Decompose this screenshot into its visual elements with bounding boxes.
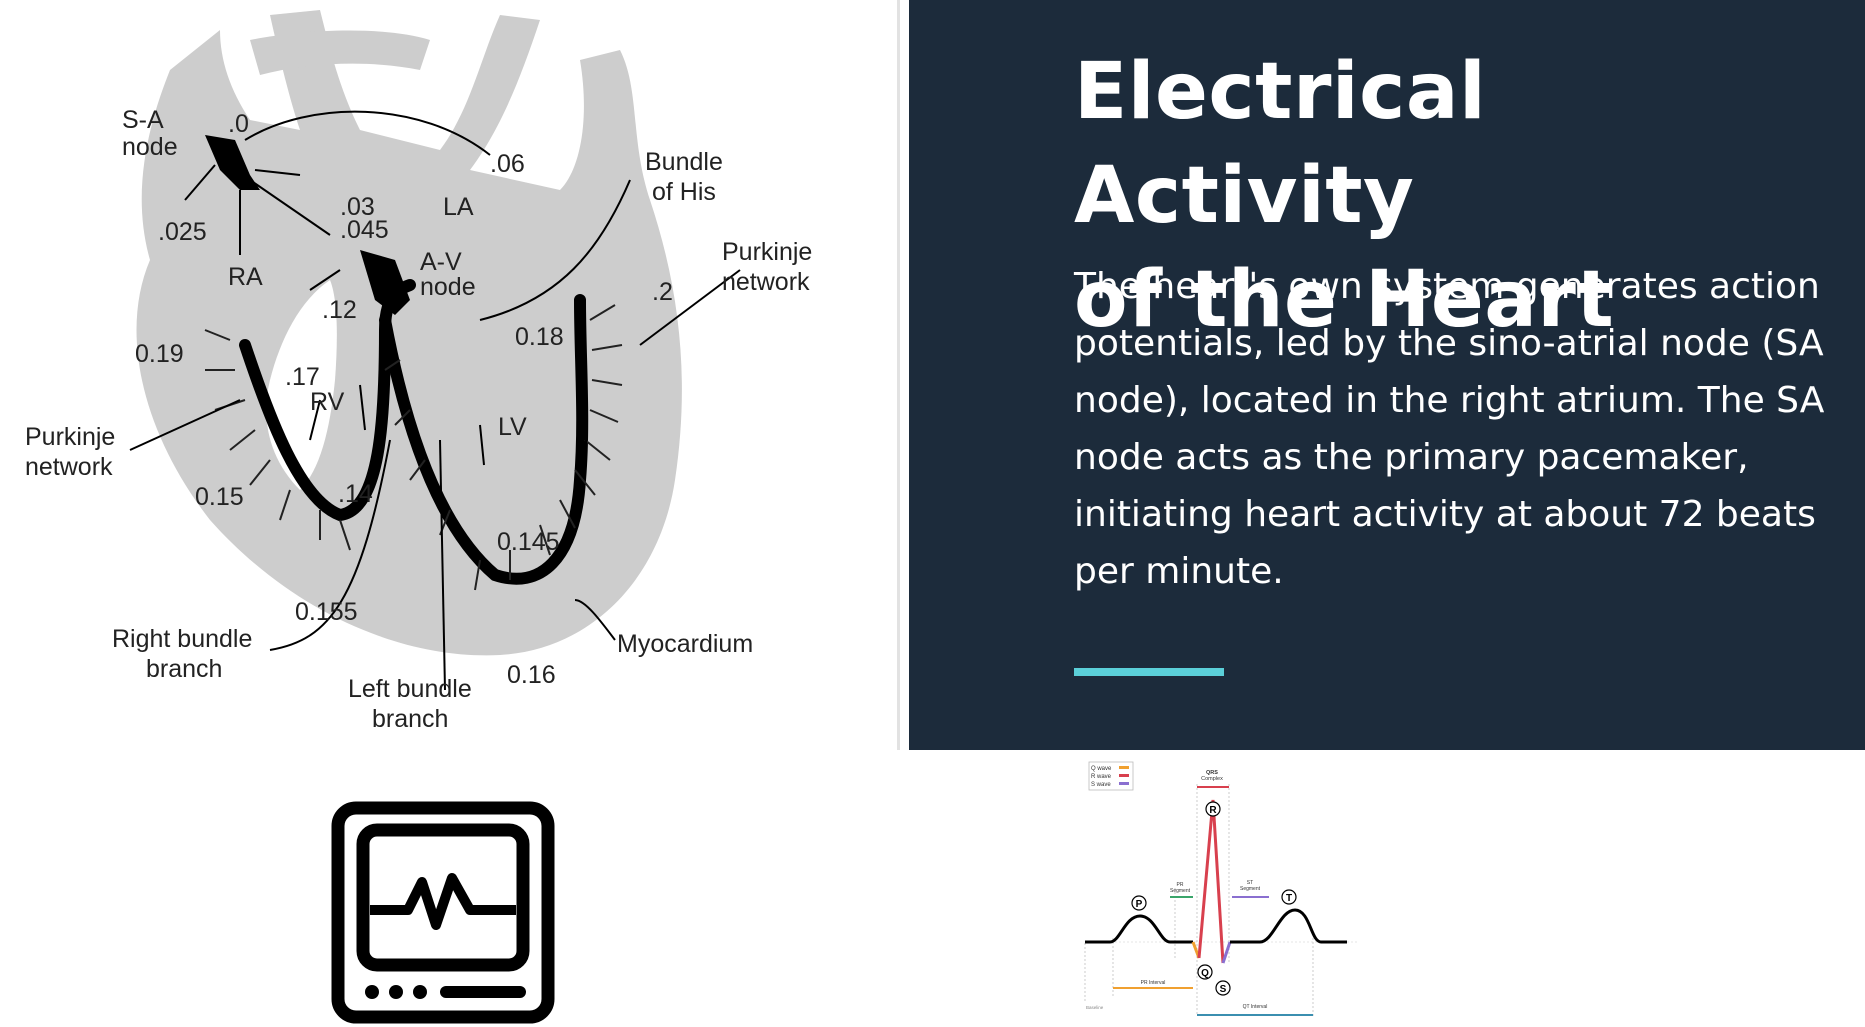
svg-text:S-A: S-A xyxy=(122,106,164,134)
ecg-trace-t xyxy=(1230,908,1347,944)
heart-conduction-diagram: S-A node .0 .06 .025 .03 .045 LA RA Bund… xyxy=(25,10,812,733)
purkinje-fibers xyxy=(204,304,623,591)
sa-node-shape xyxy=(205,135,260,190)
slide-title-line-2: of the Heart xyxy=(1074,255,1615,345)
time-label-045: .045 xyxy=(340,216,389,244)
purkinje-network-label-left: Purkinje network xyxy=(25,423,115,481)
time-label-2: .2 xyxy=(652,278,673,306)
s-wave-segment xyxy=(1221,941,1232,964)
st-segment-label-2: Segment xyxy=(1240,886,1261,892)
qrs-label-2: Complex xyxy=(1201,776,1223,782)
svg-text:node: node xyxy=(122,133,178,161)
svg-text:branch: branch xyxy=(146,655,222,683)
time-label-015: 0.15 xyxy=(195,483,244,511)
baseline-label: Baseline xyxy=(1086,1005,1104,1010)
legend-s-wave: S wave xyxy=(1091,782,1111,788)
svg-text:node: node xyxy=(420,273,476,301)
purkinje-network-label-right: Purkinje network xyxy=(722,238,812,296)
time-label-14: .14 xyxy=(338,480,373,508)
svg-text:Purkinje: Purkinje xyxy=(25,423,115,451)
r-wave-segment xyxy=(1197,799,1225,964)
svg-text:Purkinje: Purkinje xyxy=(722,238,812,266)
av-node-label: A-V node xyxy=(420,248,476,301)
time-label-03: .03 xyxy=(340,193,375,221)
time-label-019: 0.19 xyxy=(135,340,184,368)
la-label: LA xyxy=(443,193,474,221)
wave-markers: R P T Q S xyxy=(1131,801,1297,996)
legend-r-wave: R wave xyxy=(1091,774,1112,780)
p-wave-marker: P xyxy=(1136,899,1143,910)
svg-text:network: network xyxy=(25,453,113,481)
time-label-025: .025 xyxy=(158,218,207,246)
svg-text:of His: of His xyxy=(652,178,716,206)
pr-interval-label: PR Interval xyxy=(1141,980,1166,986)
svg-text:Right bundle: Right bundle xyxy=(112,625,252,653)
heart-silhouette xyxy=(136,10,682,656)
ra-label: RA xyxy=(228,263,263,291)
ecg-guide-lines xyxy=(1084,784,1314,1016)
lv-label: LV xyxy=(498,413,527,441)
st-segment-label: ST xyxy=(1247,880,1253,886)
rv-label: RV xyxy=(310,388,345,416)
slide-text-panel: Electrical Activity of the Heart The hea… xyxy=(909,0,1865,750)
panel-divider xyxy=(897,0,900,750)
q-wave-marker: Q xyxy=(1201,968,1209,979)
right-bundle-branch-label: Right bundle branch xyxy=(112,625,252,683)
time-label-12: .12 xyxy=(322,296,357,324)
svg-text:Left bundle: Left bundle xyxy=(348,675,472,703)
ecg-trace xyxy=(1085,914,1193,944)
time-label-0: .0 xyxy=(228,110,249,138)
svg-text:A-V: A-V xyxy=(420,248,462,276)
time-label-016: 0.16 xyxy=(507,661,556,689)
svg-text:branch: branch xyxy=(372,705,448,733)
r-wave-marker: R xyxy=(1209,805,1217,816)
slide-body-text: The heart's own system generates action … xyxy=(1074,266,1825,592)
heart-monitor-icon xyxy=(331,801,555,1024)
conduction-pathway xyxy=(239,279,589,585)
s-wave-marker: S xyxy=(1220,984,1227,995)
pr-segment-label-2: Segment xyxy=(1170,888,1191,894)
av-node-shape xyxy=(360,250,410,315)
slide-title: Electrical Activity of the Heart xyxy=(1074,40,1844,352)
ecg-legend: Q wave R wave S wave xyxy=(1088,761,1134,791)
qt-interval-label: QT Interval xyxy=(1243,1004,1268,1010)
svg-text:Bundle: Bundle xyxy=(645,148,723,176)
t-wave-marker: T xyxy=(1286,893,1292,904)
conduction-arrows xyxy=(129,110,741,691)
time-label-0155: 0.155 xyxy=(295,598,358,626)
time-label-06: .06 xyxy=(490,150,525,178)
legend-q-wave: Q wave xyxy=(1091,766,1112,772)
time-label-018: 0.18 xyxy=(515,323,564,351)
svg-text:network: network xyxy=(722,268,810,296)
left-bundle-branch-label: Left bundle branch xyxy=(348,675,472,733)
ecg-waveform-diagram: Q wave R wave S wave QRS Complex PR Segm… xyxy=(1084,761,1358,1016)
myocardium-label: Myocardium xyxy=(617,630,753,658)
time-label-0145: 0.145 xyxy=(497,528,560,556)
time-label-17: .17 xyxy=(285,363,320,391)
bundle-of-his-label: Bundle of His xyxy=(645,148,723,206)
qrs-label: QRS xyxy=(1206,770,1218,776)
accent-bar xyxy=(1074,668,1224,676)
sa-node-label: S-A node xyxy=(122,106,178,161)
pr-segment-label: PR xyxy=(1177,882,1184,888)
slide-title-line-1: Electrical Activity xyxy=(1074,47,1487,241)
